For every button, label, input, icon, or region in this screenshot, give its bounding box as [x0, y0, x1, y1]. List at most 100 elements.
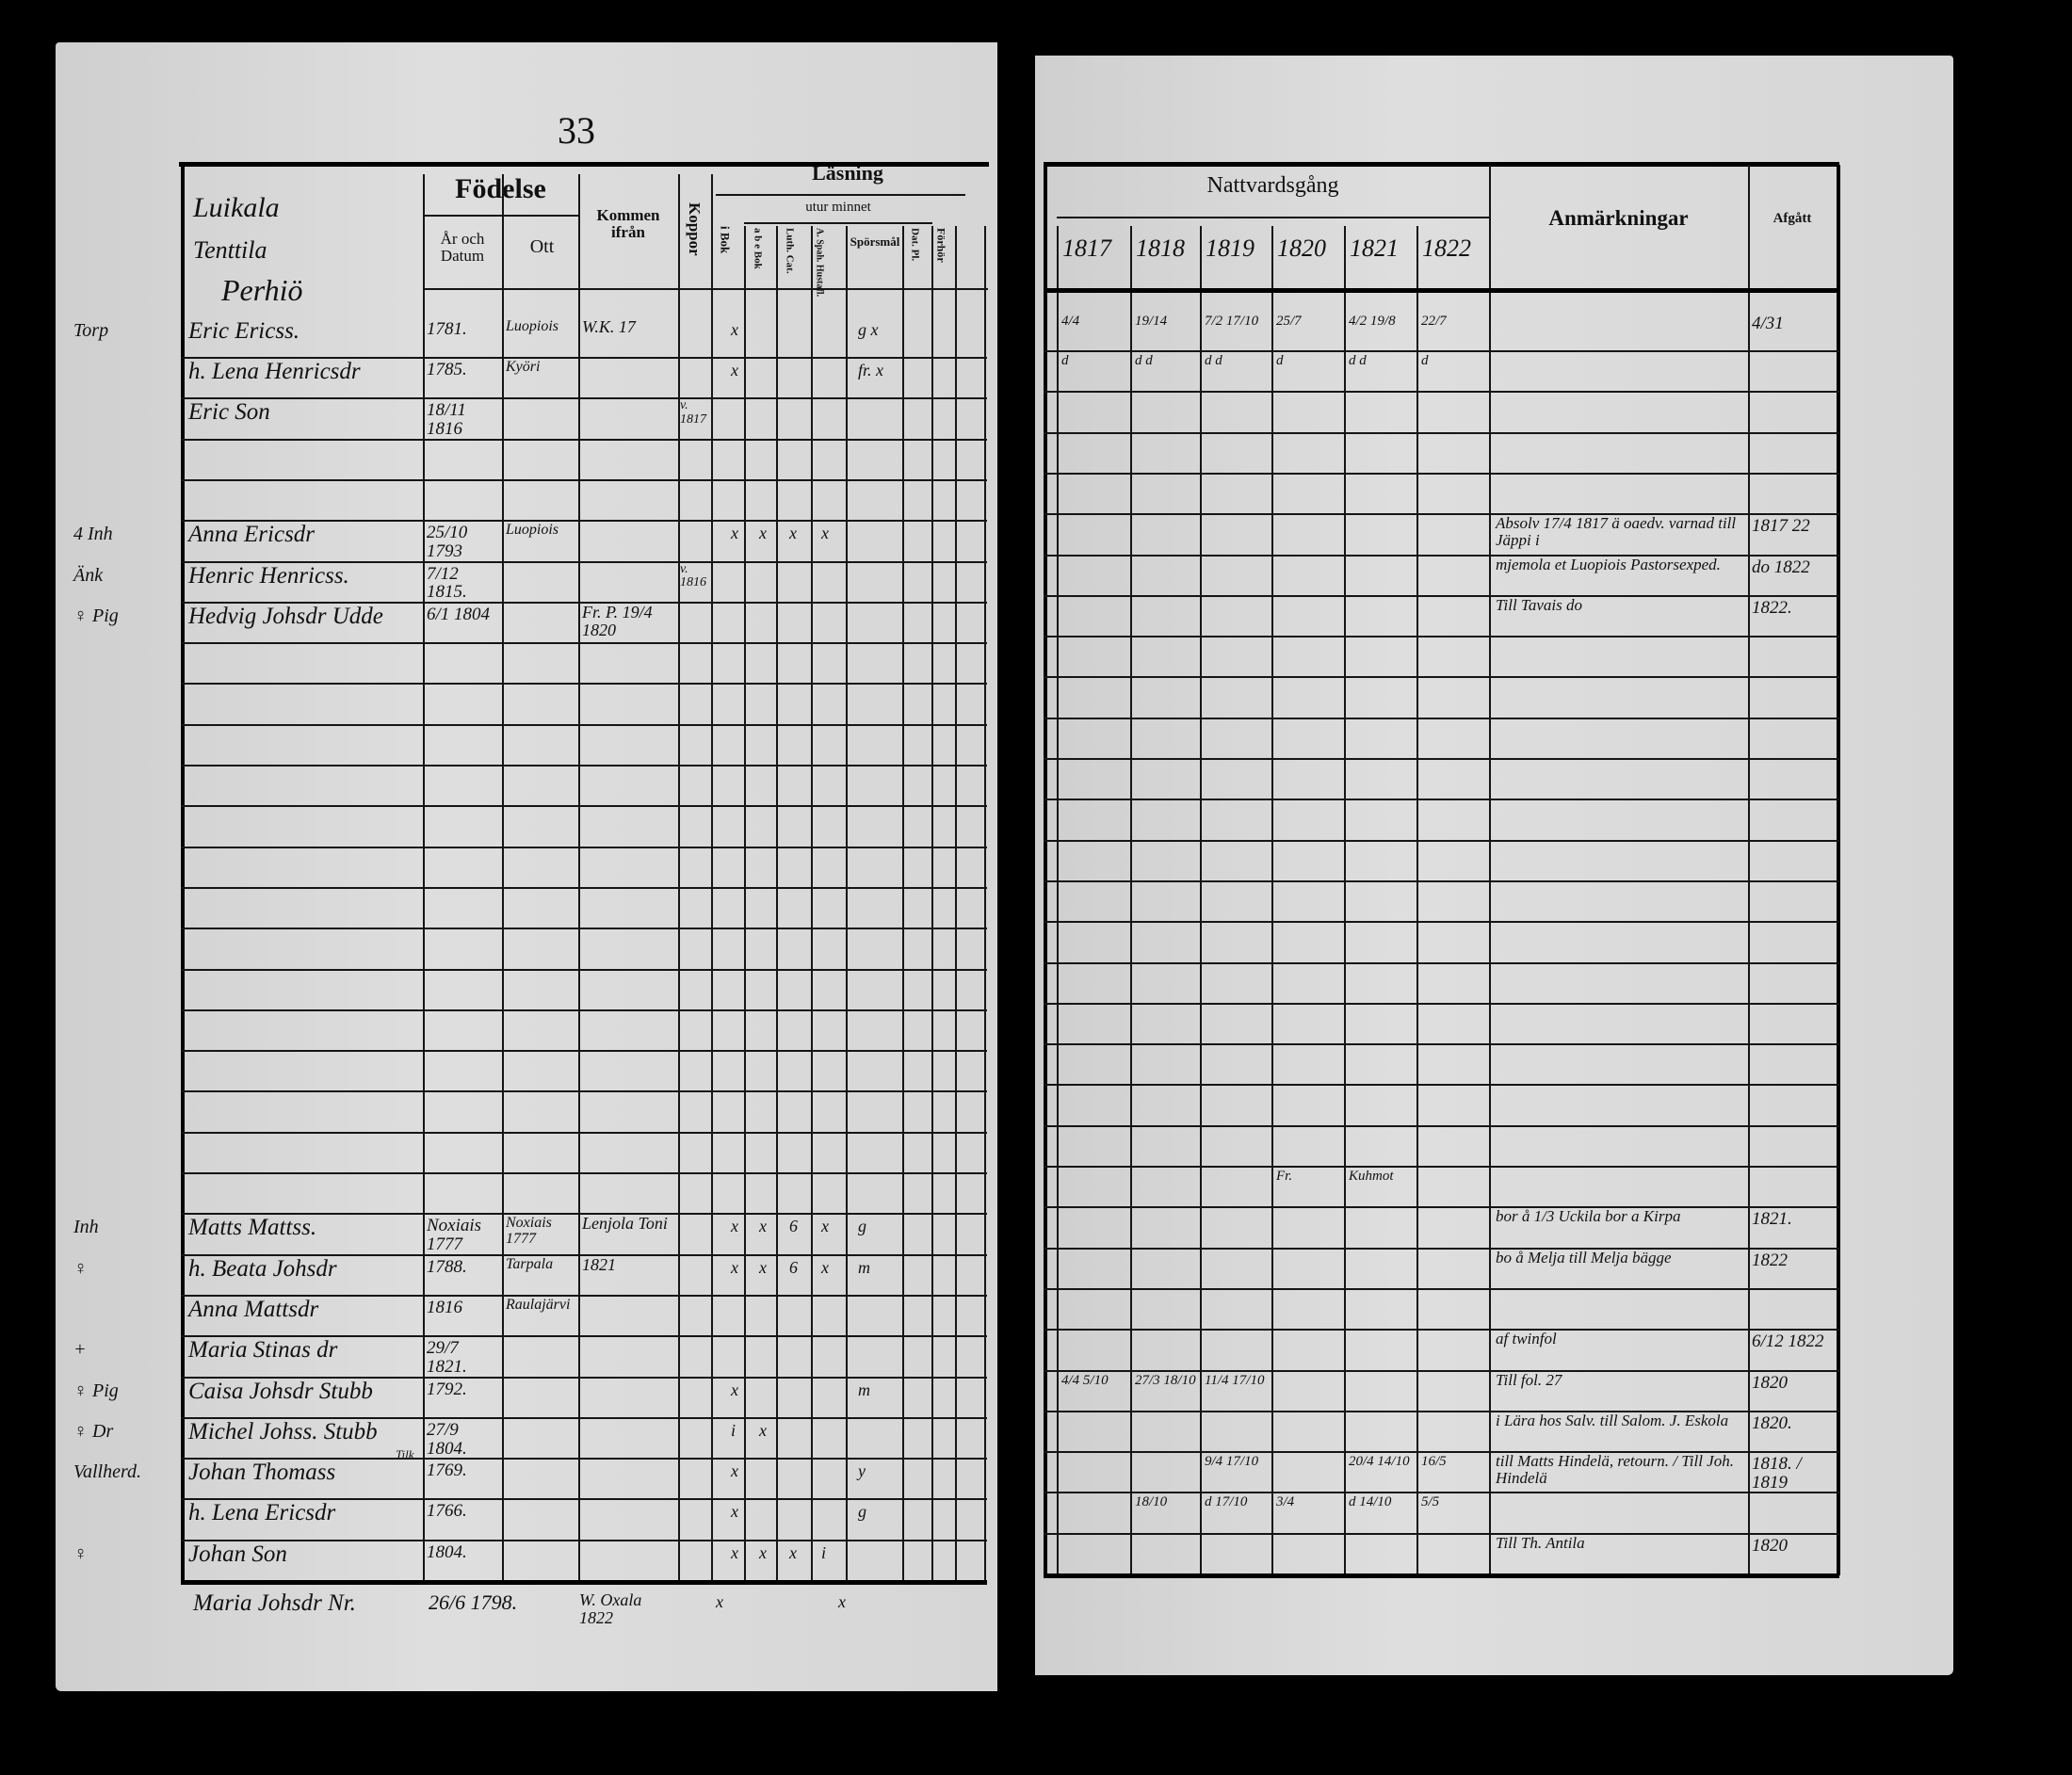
row-rule	[1044, 676, 1839, 679]
reading-mark: x	[731, 1542, 738, 1562]
reading-mark: x	[838, 1592, 846, 1611]
row-rule	[181, 683, 987, 686]
departed: 4/31	[1752, 314, 1784, 333]
row-rule	[181, 1458, 987, 1460]
row-rule	[181, 805, 987, 808]
row-rule	[181, 765, 987, 766]
reading-mark: x	[731, 1257, 738, 1277]
margin-note: ♀ Pig	[73, 605, 119, 626]
column-rule	[1489, 165, 1491, 1575]
communion-date: 18/10	[1135, 1494, 1168, 1510]
column-rule	[1344, 226, 1346, 1575]
margin-note: +	[73, 1339, 87, 1361]
person-name: h. Lena Ericsdr	[188, 1500, 336, 1526]
row-rule	[1044, 1084, 1839, 1087]
person-name: Caisa Johsdr Stubb	[188, 1378, 373, 1404]
birth-date: 27/9 1804.	[427, 1419, 467, 1459]
row-rule	[181, 928, 987, 930]
year-header: 1822	[1422, 234, 1471, 262]
communion-date: d	[1421, 353, 1429, 368]
row-rule	[1044, 839, 1839, 842]
reading-mark: m	[858, 1257, 870, 1277]
person-name: Matts Mattss.	[188, 1215, 317, 1241]
communion-date: 4/2 19/8	[1349, 314, 1396, 329]
column-rule	[578, 174, 580, 1580]
year-header: 1817	[1062, 234, 1111, 262]
reading-mark: g x	[858, 320, 879, 339]
row-rule	[1044, 758, 1839, 760]
column-rule	[776, 226, 778, 1580]
column-rule	[902, 226, 904, 1580]
birth-date: 1816	[427, 1297, 462, 1317]
departed: 1822	[1752, 1250, 1788, 1270]
birth-date: 1769.	[427, 1460, 467, 1481]
birth-date: 29/7 1821.	[427, 1338, 467, 1378]
reading-mark: m	[858, 1380, 870, 1399]
row-rule	[423, 215, 578, 217]
communion-date: 22/7	[1421, 314, 1447, 329]
margin-note: Änk	[73, 564, 104, 586]
row-rule	[181, 438, 987, 441]
row-rule	[181, 1131, 987, 1134]
communion-date: d d	[1135, 353, 1153, 368]
row-rule	[181, 968, 987, 971]
reading-mark: x	[731, 361, 738, 379]
column-rule	[1271, 226, 1273, 1575]
remark: i Lära hos Salv. till Salom. J. Eskola	[1496, 1411, 1729, 1429]
row-rule	[181, 642, 987, 645]
village-line: Luikala	[193, 192, 280, 223]
header-fodelse: Födelse	[455, 173, 546, 204]
column-rule	[423, 174, 425, 1580]
communion-date: 16/5	[1421, 1454, 1447, 1470]
person-name: Eric Son	[188, 399, 270, 426]
reading-mark: x	[821, 524, 829, 543]
person-name: Anna Mattsdr	[188, 1296, 319, 1322]
header-dat-pl: Dat. Pl.	[909, 228, 921, 262]
row-rule	[1044, 1410, 1839, 1412]
reading-mark: g	[858, 1502, 866, 1522]
column-rule	[678, 174, 680, 1580]
column-rule	[931, 226, 933, 1580]
column-rule	[502, 174, 504, 1580]
row-rule	[1044, 636, 1839, 638]
communion-date: 27/3 18/10	[1135, 1372, 1196, 1388]
year-header: 1819	[1206, 234, 1255, 262]
reading-mark: x	[759, 1257, 767, 1277]
row-rule	[1044, 594, 1839, 597]
communion-date: 3/4	[1276, 1494, 1295, 1510]
reading-mark: x	[821, 1217, 829, 1236]
person-name: Maria Johsdr Nr.	[193, 1590, 356, 1616]
birth-date: 7/12 1815.	[427, 563, 467, 603]
row-rule	[181, 723, 987, 726]
header-sporsmal: Spörsmål	[850, 234, 900, 249]
remark: Absolv 17/4 1817 ä oaedv. varnad till Jä…	[1496, 514, 1737, 550]
header-koppor: Koppor	[685, 202, 704, 256]
column-rule	[811, 226, 813, 1580]
reading-mark: 6	[789, 1257, 798, 1277]
communion-date: d 17/10	[1205, 1494, 1248, 1510]
communion-date: d	[1061, 353, 1069, 368]
row-rule	[1044, 554, 1839, 557]
reading-mark: x	[821, 1257, 829, 1277]
birth-date: 1781.	[427, 319, 467, 339]
row-rule	[181, 1498, 987, 1501]
header-a-spah: A. Spah. Hustafl.	[814, 228, 825, 298]
birth-date: 1792.	[427, 1379, 467, 1399]
row-rule	[181, 1009, 987, 1011]
person-name: Michel Johss. Stubb	[188, 1418, 378, 1444]
departed: 1820.	[1752, 1412, 1792, 1433]
name-note: Tilk	[396, 1447, 414, 1462]
row-rule	[1044, 1002, 1839, 1005]
row-rule	[1044, 879, 1839, 882]
reading-mark: x	[731, 1502, 738, 1522]
came-from: W. Oxala 1822	[579, 1590, 642, 1627]
communion-date: 20/4 14/10	[1349, 1454, 1410, 1470]
remark: bor å 1/3 Uckila bor a Kirpa	[1496, 1207, 1681, 1226]
row-rule	[1044, 1451, 1839, 1454]
reading-mark: 6	[789, 1217, 798, 1236]
header-i-bok: i Bok	[718, 226, 733, 254]
row-rule	[181, 478, 987, 481]
came-from: W.K. 17	[582, 317, 636, 336]
reading-mark: x	[731, 1217, 738, 1236]
birth-place: Raulajärvi	[506, 1296, 571, 1313]
